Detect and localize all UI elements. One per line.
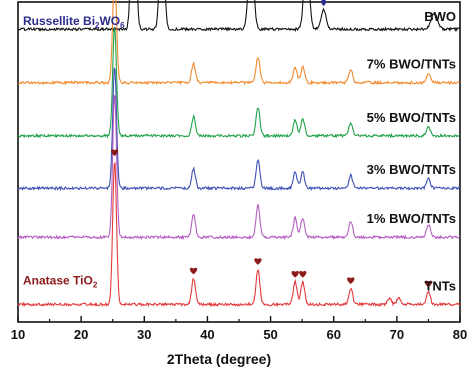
x-tick-label-1: 20: [74, 327, 88, 342]
heart-marker-3: [291, 271, 299, 278]
x-tick-label-0: 10: [11, 327, 25, 342]
diamond-marker-4: [320, 0, 327, 7]
heart-marker-4: [299, 271, 307, 278]
label-layer: BWO 7% BWO/TNTs 5% BWO/TNTs 3% BWO/TNTs 1% B…: [23, 9, 456, 293]
x-tick-label-7: 80: [453, 327, 467, 342]
series-label-5: TNTs: [424, 278, 456, 293]
heart-marker-1: [189, 267, 198, 275]
phase-label-1: Anatase TiO2: [23, 273, 98, 289]
series-label-3: 3% BWO/TNTs: [367, 162, 456, 177]
x-axis-title: 2Theta (degree): [167, 351, 271, 367]
heart-marker-6: [424, 280, 433, 288]
marker-layer: [110, 0, 433, 288]
heart-marker-0: [110, 149, 119, 156]
x-tick-label-5: 60: [326, 327, 340, 342]
phase-label-0: Russellite Bi2WO6: [23, 14, 125, 30]
heart-marker-2: [254, 258, 262, 265]
series-line-2: [17, 27, 461, 139]
series-line-3: [17, 67, 461, 192]
series-line-5: [17, 161, 461, 308]
series-layer: [17, 0, 461, 308]
x-tick-label-3: 40: [200, 327, 214, 342]
series-label-4: 1% BWO/TNTs: [367, 211, 456, 226]
series-label-1: 7% BWO/TNTs: [367, 57, 456, 72]
series-label-2: 5% BWO/TNTs: [367, 110, 456, 125]
series-line-1: [17, 0, 460, 86]
x-tick-label-2: 30: [137, 327, 151, 342]
axis-layer: 10 20 30 40 50 60 70 80 2Theta (degree): [11, 316, 467, 367]
x-tick-label-4: 50: [263, 327, 277, 342]
heart-marker-5: [347, 277, 355, 284]
series-line-0: [17, 0, 461, 32]
series-line-4: [17, 94, 461, 241]
x-tick-label-6: 70: [390, 327, 404, 342]
series-label-0: BWO: [424, 9, 456, 24]
